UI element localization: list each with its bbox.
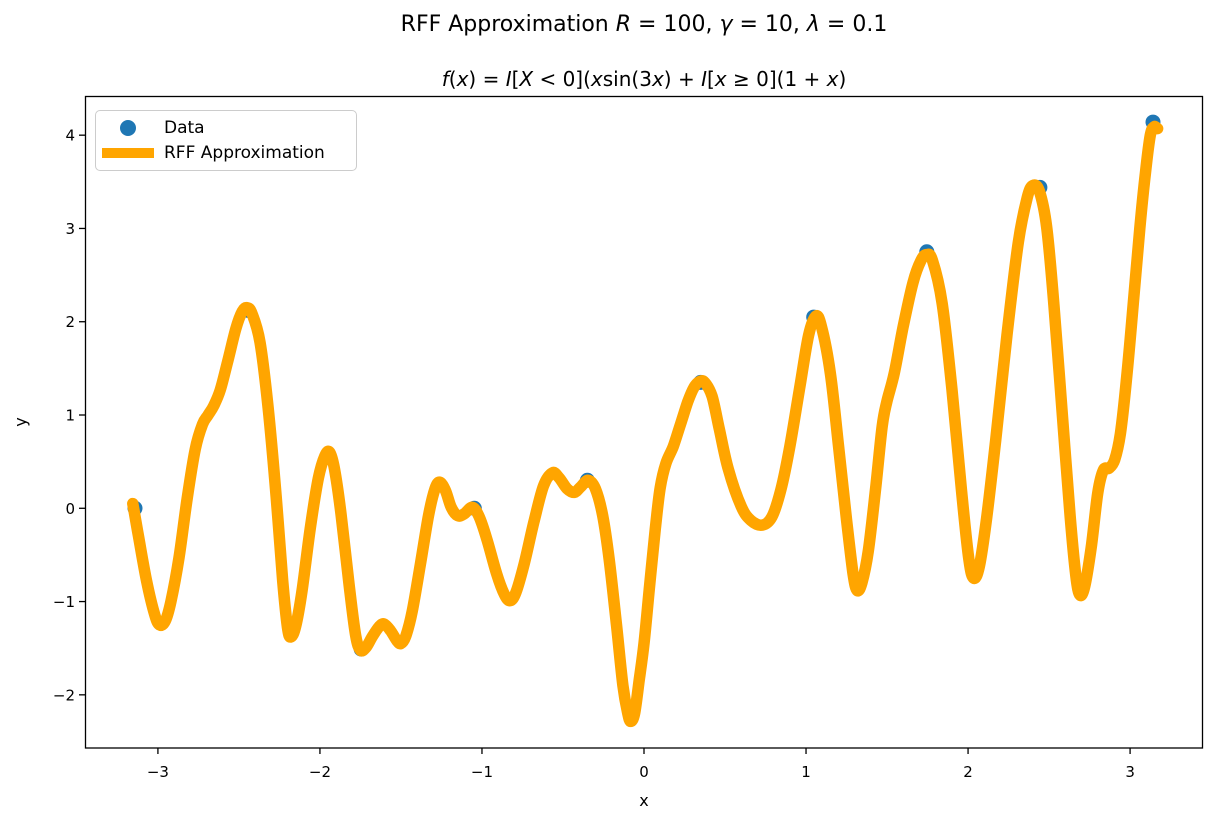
figure-title: RFF Approximation R = 100, γ = 10, λ = 0… xyxy=(85,12,1203,38)
text-run: [ xyxy=(511,67,520,91)
y-tick-label: 0 xyxy=(65,500,75,518)
text-run: [ xyxy=(706,67,715,91)
legend-marker-cell xyxy=(100,120,156,137)
math-variable: I xyxy=(505,67,512,91)
math-variable: x xyxy=(590,67,603,91)
x-tick-label: 2 xyxy=(963,763,973,781)
text-run: sin(3 xyxy=(602,67,652,91)
y-tick-label: −1 xyxy=(53,593,75,611)
math-variable: x xyxy=(651,67,664,91)
x-tick-label: −2 xyxy=(309,763,331,781)
math-variable: x xyxy=(456,67,469,91)
math-variable: I xyxy=(701,67,707,91)
legend-label: Data xyxy=(164,118,205,139)
x-tick-label: −1 xyxy=(471,763,493,781)
rff-approximation-path xyxy=(127,120,1164,728)
y-tick-label: 1 xyxy=(65,407,75,425)
y-tick-label: 2 xyxy=(65,313,75,331)
legend: Data RFF Approximation xyxy=(95,110,357,171)
math-variable: R xyxy=(615,12,632,37)
math-variable: λ xyxy=(806,12,820,37)
text-run: ) xyxy=(838,67,847,91)
scatter-marker-icon xyxy=(120,120,136,137)
legend-marker-cell xyxy=(100,147,156,158)
legend-item-data: Data xyxy=(96,116,356,141)
text-run: < 0]( xyxy=(533,67,591,91)
line-marker-icon xyxy=(102,147,154,158)
axes-frame xyxy=(84,95,1204,749)
x-tick-label: −3 xyxy=(147,763,169,781)
y-axis-label: y xyxy=(11,417,30,426)
math-variable: x xyxy=(714,67,727,91)
axes-title: f(x) = I[X < 0](xsin(3x) + I[x ≥ 0](1 + … xyxy=(85,67,1203,91)
math-variable: f xyxy=(441,67,449,91)
y-tick-label: −2 xyxy=(53,686,75,704)
x-tick-label: 1 xyxy=(801,763,811,781)
math-variable: γ xyxy=(719,12,733,37)
math-variable: X xyxy=(519,67,534,91)
y-tick-label: 3 xyxy=(65,220,75,238)
text-run: = 10, xyxy=(732,12,807,37)
text-run: = 100, xyxy=(631,12,720,37)
text-run: ) = xyxy=(468,67,506,91)
y-tick-label: 4 xyxy=(65,127,75,145)
text-run: ≥ 0](1 + xyxy=(726,67,827,91)
x-tick-label: 3 xyxy=(1125,763,1135,781)
text-run: ( xyxy=(448,67,457,91)
legend-item-rff-approximation: RFF Approximation xyxy=(96,141,356,166)
axis-ticks: −3 −2 −1 0 1 2 3 −2 −1 0 1 2 3 4 xyxy=(53,127,1135,781)
text-run: = 0.1 xyxy=(819,12,888,37)
text-run: RFF Approximation xyxy=(400,12,616,37)
legend-label: RFF Approximation xyxy=(164,142,325,163)
text-run: ) + xyxy=(663,67,702,91)
x-axis-label: x xyxy=(639,791,648,810)
x-tick-label: 0 xyxy=(639,763,649,781)
math-variable: x xyxy=(826,67,839,91)
approximation-curve xyxy=(127,120,1164,728)
